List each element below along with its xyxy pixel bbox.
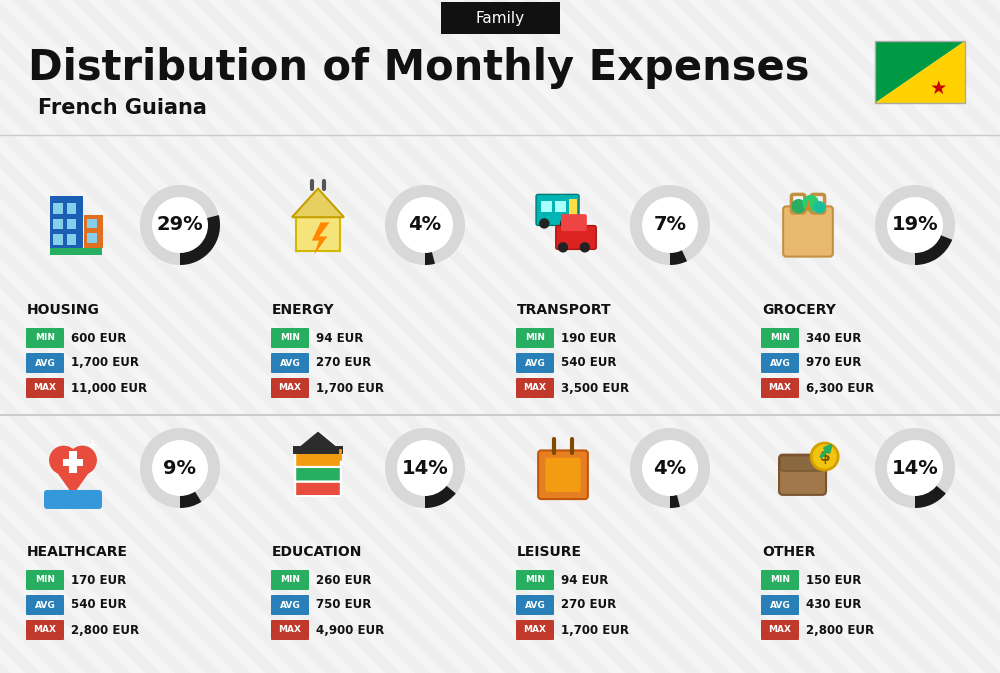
Text: MIN: MIN [35,334,55,343]
Text: 600 EUR: 600 EUR [71,332,126,345]
FancyBboxPatch shape [516,353,554,373]
FancyBboxPatch shape [538,450,588,499]
Text: 11,000 EUR: 11,000 EUR [71,382,147,394]
Circle shape [887,440,943,496]
Text: 6,300 EUR: 6,300 EUR [806,382,874,394]
Text: 4,900 EUR: 4,900 EUR [316,623,384,637]
Polygon shape [875,41,965,103]
FancyBboxPatch shape [53,203,63,213]
Text: 260 EUR: 260 EUR [316,573,371,586]
Circle shape [397,440,453,496]
Text: French Guiana: French Guiana [38,98,207,118]
Text: MAX: MAX [278,625,302,635]
Circle shape [875,428,955,508]
Wedge shape [670,468,680,508]
Text: MAX: MAX [524,625,546,635]
FancyBboxPatch shape [53,234,63,245]
Text: MAX: MAX [34,384,56,392]
Text: TRANSPORT: TRANSPORT [517,303,612,317]
Circle shape [791,199,806,213]
FancyBboxPatch shape [780,456,825,471]
Text: AVG: AVG [770,359,790,367]
Text: 1,700 EUR: 1,700 EUR [561,623,629,637]
Text: 1,700 EUR: 1,700 EUR [71,357,139,369]
Wedge shape [670,225,687,265]
FancyBboxPatch shape [545,458,581,492]
FancyBboxPatch shape [271,328,309,348]
Text: MIN: MIN [280,575,300,584]
Text: MIN: MIN [35,575,55,584]
Text: 270 EUR: 270 EUR [561,598,616,612]
FancyBboxPatch shape [295,467,341,481]
Text: MAX: MAX [768,384,792,392]
Text: 2,800 EUR: 2,800 EUR [806,623,874,637]
Polygon shape [875,41,965,103]
Text: 430 EUR: 430 EUR [806,598,861,612]
FancyBboxPatch shape [26,570,64,590]
Text: MIN: MIN [525,334,545,343]
Text: 14%: 14% [402,458,448,478]
Text: Family: Family [475,11,525,26]
Text: HEALTHCARE: HEALTHCARE [27,545,128,559]
Polygon shape [300,431,336,446]
Text: 9%: 9% [164,458,196,478]
FancyBboxPatch shape [516,620,554,640]
FancyBboxPatch shape [271,378,309,398]
Text: MIN: MIN [525,575,545,584]
FancyBboxPatch shape [516,570,554,590]
Circle shape [385,428,465,508]
FancyBboxPatch shape [26,328,64,348]
Text: MAX: MAX [34,625,56,635]
Text: $: $ [819,449,830,464]
Circle shape [140,185,220,265]
Circle shape [642,440,698,496]
Text: 7%: 7% [654,215,686,234]
FancyBboxPatch shape [779,455,826,495]
FancyBboxPatch shape [67,219,76,229]
FancyBboxPatch shape [516,328,554,348]
Text: MAX: MAX [768,625,792,635]
FancyBboxPatch shape [761,353,799,373]
Circle shape [560,218,570,229]
Circle shape [68,446,97,474]
Text: 750 EUR: 750 EUR [316,598,371,612]
Circle shape [152,440,208,496]
Wedge shape [915,225,952,265]
Text: OTHER: OTHER [762,545,815,559]
FancyBboxPatch shape [761,328,799,348]
Text: 94 EUR: 94 EUR [561,573,608,586]
Text: 1,700 EUR: 1,700 EUR [316,382,384,394]
Wedge shape [915,468,946,508]
Text: 3,500 EUR: 3,500 EUR [561,382,629,394]
Circle shape [875,185,955,265]
Circle shape [630,185,710,265]
Circle shape [802,195,819,211]
Text: 270 EUR: 270 EUR [316,357,371,369]
FancyBboxPatch shape [556,225,596,250]
FancyBboxPatch shape [761,620,799,640]
FancyBboxPatch shape [69,451,77,472]
FancyBboxPatch shape [296,217,340,251]
FancyBboxPatch shape [53,219,63,229]
FancyBboxPatch shape [44,490,102,509]
Text: AVG: AVG [280,359,300,367]
FancyBboxPatch shape [516,595,554,615]
FancyBboxPatch shape [561,214,587,231]
Text: 540 EUR: 540 EUR [561,357,616,369]
FancyBboxPatch shape [555,201,566,212]
Circle shape [887,197,943,253]
Circle shape [811,443,838,470]
Circle shape [49,446,78,474]
FancyBboxPatch shape [516,378,554,398]
FancyBboxPatch shape [26,595,64,615]
Circle shape [539,218,549,229]
Text: AVG: AVG [35,359,55,367]
Text: 4%: 4% [653,458,687,478]
Text: AVG: AVG [525,600,545,610]
Text: LEISURE: LEISURE [517,545,582,559]
FancyBboxPatch shape [271,620,309,640]
Text: 190 EUR: 190 EUR [561,332,616,345]
Circle shape [558,242,568,252]
FancyBboxPatch shape [271,595,309,615]
